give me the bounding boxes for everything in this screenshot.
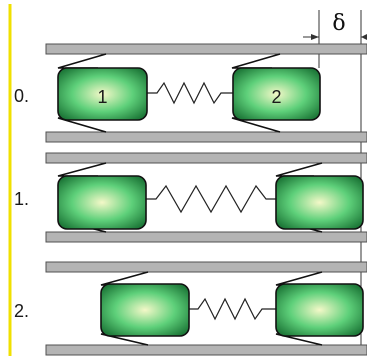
top-rail	[45, 43, 367, 55]
stage-label: 2.	[14, 301, 29, 321]
block-1-label: 1	[97, 87, 107, 107]
block-2	[275, 283, 364, 337]
delta-symbol: δ	[332, 11, 345, 36]
stage-0: 1 2 0.	[14, 43, 367, 143]
wedge-contact	[100, 271, 149, 286]
stage-2: 2.	[14, 261, 367, 356]
block-2-label: 2	[271, 87, 281, 107]
bottom-rail	[45, 231, 367, 243]
bottom-rail	[45, 131, 367, 143]
wedge-contact	[57, 162, 107, 177]
top-rail	[45, 152, 367, 164]
wedge-contact	[57, 53, 107, 69]
top-rail	[45, 261, 367, 273]
wedge-contact	[231, 53, 281, 69]
bottom-rail	[45, 344, 367, 356]
block-2	[275, 175, 364, 230]
block-1	[100, 283, 190, 337]
spring	[147, 81, 233, 105]
spring	[189, 297, 276, 321]
block-2	[232, 67, 321, 121]
block-1	[57, 67, 148, 121]
block-1	[57, 175, 147, 230]
stage-1: 1.	[14, 152, 367, 243]
wedge-contact	[275, 162, 323, 177]
spring	[146, 184, 276, 214]
wedge-contact	[275, 271, 323, 286]
stage-label: 1.	[14, 189, 29, 209]
stage-label: 0.	[14, 86, 29, 106]
